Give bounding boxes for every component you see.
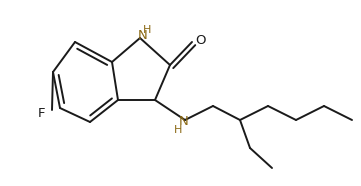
Text: H: H [143, 25, 151, 35]
Text: N: N [138, 28, 148, 41]
Text: N: N [179, 115, 189, 127]
Text: H: H [174, 125, 182, 135]
Text: O: O [195, 33, 205, 46]
Text: F: F [38, 107, 46, 119]
